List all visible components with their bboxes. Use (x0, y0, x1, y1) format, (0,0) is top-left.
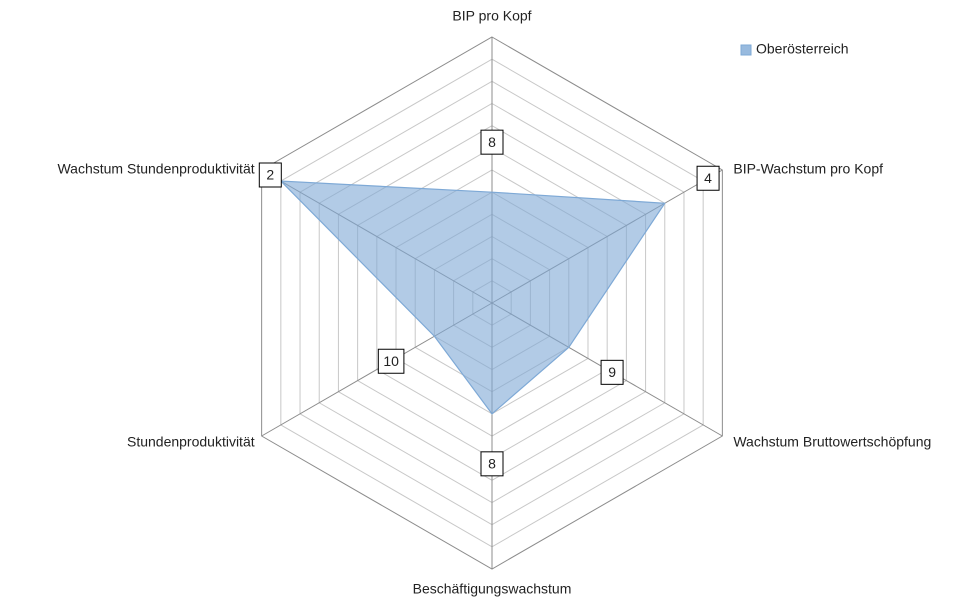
data-label-box (377, 348, 405, 374)
category-label: Wachstum Bruttowertschöpfung (733, 434, 931, 450)
data-label-box (258, 162, 282, 188)
data-label-box (480, 451, 504, 477)
category-label: BIP-Wachstum pro Kopf (733, 161, 883, 177)
category-label: Beschäftigungswachstum (413, 581, 572, 597)
data-label: 10 (377, 348, 405, 374)
data-label-box (480, 129, 504, 155)
data-label-text: 2 (266, 167, 274, 183)
category-label: Stundenproduktivität (127, 434, 255, 450)
data-label: 8 (480, 451, 504, 477)
data-label: 2 (258, 162, 282, 188)
data-label-text: 8 (488, 456, 496, 472)
data-label-text: 4 (704, 170, 712, 186)
legend-swatch (740, 44, 752, 56)
data-label: 8 (480, 129, 504, 155)
data-label-box (696, 165, 720, 191)
data-label-text: 8 (488, 134, 496, 150)
category-label: Wachstum Stundenproduktivität (57, 161, 254, 177)
data-label: 4 (696, 165, 720, 191)
data-label-text: 9 (608, 364, 616, 380)
data-label: 9 (600, 359, 624, 385)
data-label-box (600, 359, 624, 385)
category-label: BIP pro Kopf (452, 8, 531, 24)
legend-label: Oberösterreich (756, 41, 849, 57)
data-label-text: 10 (383, 353, 399, 369)
